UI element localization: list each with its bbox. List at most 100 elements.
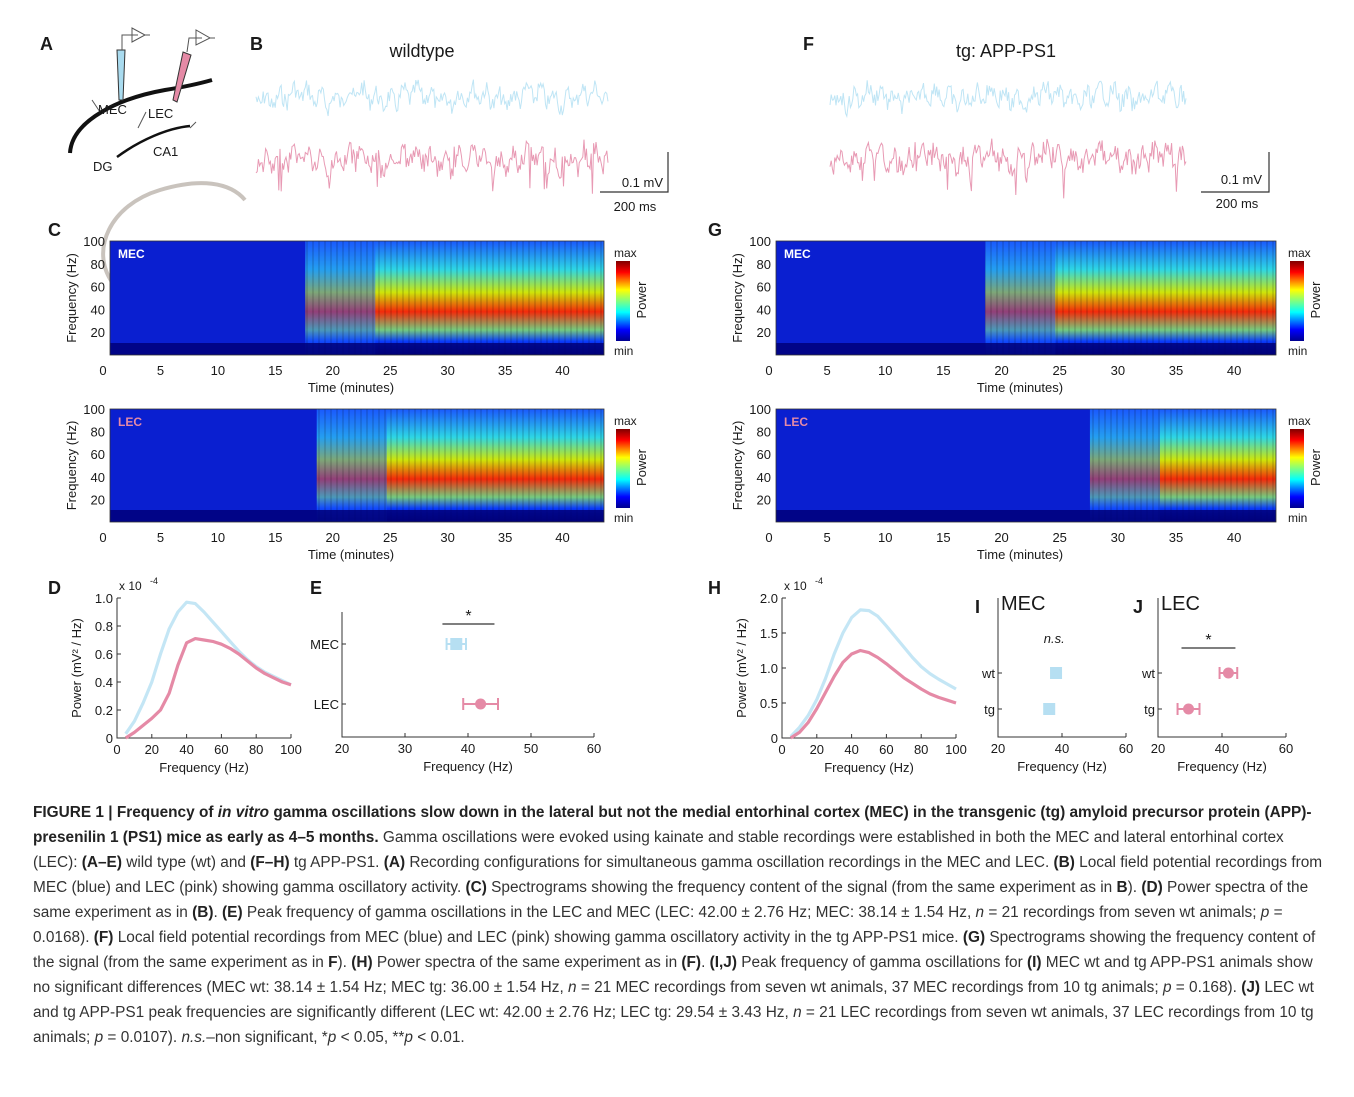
ytick-label: 0.4: [95, 675, 113, 690]
panel-label-f: F: [803, 34, 814, 54]
chart-title: LEC: [1161, 593, 1200, 615]
colorbar-power-label: Power: [1308, 448, 1323, 486]
colorbar-min-label: min: [1288, 344, 1307, 358]
spectrogram-xtick: 20: [994, 363, 1008, 378]
spectrogram-region-label: LEC: [118, 415, 142, 429]
category-label: wt: [1141, 666, 1155, 681]
trace-wt-lec: [255, 139, 609, 194]
caption-ref: (D): [1141, 879, 1163, 896]
caption-text: Recording configurations for simultaneou…: [405, 854, 1054, 871]
spectrogram-xtick: 10: [211, 530, 225, 545]
caption-ref: (I,J): [709, 954, 737, 971]
caption-text: Gamma oscillations were evoked using kai…: [33, 829, 1284, 871]
category-label: wt: [981, 666, 995, 681]
xtick-label: 20: [810, 742, 824, 757]
caption-italic: n: [568, 979, 577, 996]
xtick-label: 60: [1279, 741, 1293, 756]
panel-label-g: G: [708, 220, 722, 240]
spectrogram-ylabel: Frequency (Hz): [730, 253, 745, 343]
spectrogram-xtick: 15: [268, 530, 282, 545]
axis: [116, 598, 291, 739]
spectrogram-region-label: MEC: [784, 247, 811, 261]
xtick-label: 60: [587, 741, 601, 756]
colorbar-min-label: min: [1288, 511, 1307, 525]
spectrogram-texture: [1089, 409, 1276, 522]
spectrogram-ytick: 40: [91, 470, 105, 485]
spectrogram-xlabel: Time (minutes): [977, 380, 1063, 395]
spectrogram-region-label: LEC: [784, 415, 808, 429]
exponent-power: -4: [815, 576, 823, 586]
xlabel: Frequency (Hz): [1017, 759, 1107, 774]
caption-ref: (A): [383, 854, 406, 871]
data-point-tg: [1183, 703, 1195, 715]
ytick-label: 1.5: [760, 626, 778, 641]
spectrogram-xtick: 20: [994, 530, 1008, 545]
spectrogram-xtick: 5: [157, 530, 164, 545]
xtick-label: 60: [879, 742, 893, 757]
panel-label-c: C: [48, 220, 61, 240]
spectrogram-ytick: 100: [749, 402, 771, 417]
xtick-label: 20: [335, 741, 349, 756]
caption-text: Local field potential recordings from ME…: [113, 929, 963, 946]
spectrogram-ytick: 20: [757, 492, 771, 507]
ytick-label: 0.8: [95, 619, 113, 634]
colorbar: [616, 429, 630, 508]
ylabel: Power (mV² / Hz): [69, 618, 84, 718]
spectrogram-xtick: 35: [498, 363, 512, 378]
spectrogram-ytick: 80: [91, 257, 105, 272]
data-point-wt: [1050, 667, 1063, 679]
xtick-label: 60: [214, 742, 228, 757]
caption-text: ).: [337, 954, 352, 971]
caption-ref: (F): [681, 954, 702, 971]
caption-ref: B: [1116, 879, 1128, 896]
amplifier-icon: [121, 27, 150, 50]
spectrogram-xtick: 0: [99, 363, 106, 378]
caption-text: < 0.05, **: [336, 1029, 405, 1046]
spectrogram-xtick: 30: [1111, 363, 1125, 378]
colorbar: [616, 261, 630, 341]
caption-ref: (C): [465, 879, 487, 896]
mec-electrode: [116, 49, 126, 101]
scalebar-wt: [600, 152, 669, 193]
colorbar-max-label: max: [614, 246, 637, 260]
spectrogram-low-band: [776, 343, 1276, 355]
xtick-label: 100: [280, 742, 302, 757]
figure-1: A B F C G D E H I J MEC LEC DG CA1 wildtype tg: APP-PS1…: [40, 27, 1323, 775]
caption-text: LEC wt and tg APP-PS1 peak frequencies a…: [33, 979, 1314, 1021]
spectrogram-xtick: 0: [99, 530, 106, 545]
spectrogram-ytick: 60: [91, 447, 105, 462]
caption-text: ).: [1127, 879, 1142, 896]
spectrogram-xtick: 30: [1111, 530, 1125, 545]
colorbar-power-label: Power: [634, 448, 649, 486]
significance-marker: n.s.: [1044, 631, 1065, 646]
scale-voltage-wt: 0.1 mV: [622, 175, 664, 190]
spectrogram-xtick: 10: [878, 363, 892, 378]
spectrogram-texture: [316, 409, 604, 522]
spectrogram-xtick: 5: [824, 363, 831, 378]
caption-italic: n.s.: [181, 1029, 207, 1046]
spectrogram-xtick: 10: [211, 363, 225, 378]
spectrogram-ytick: 40: [757, 302, 771, 317]
spectrogram-frame: [109, 408, 605, 523]
spectrogram-xtick: 40: [1227, 530, 1241, 545]
caption-ref: (A–E): [81, 854, 122, 871]
spectrogram-ytick: 100: [83, 402, 105, 417]
caption-ref: (G): [962, 929, 986, 946]
spectrogram-frame: [775, 240, 1277, 356]
spectrogram-xtick: 40: [1227, 363, 1241, 378]
scale-time-wt: 200 ms: [614, 199, 657, 214]
spectrogram-ytick: 40: [91, 302, 105, 317]
xtick-label: 40: [1055, 741, 1069, 756]
spectrogram-ytick: 80: [91, 425, 105, 440]
ytick-label: 0.6: [95, 647, 113, 662]
ytick-label: 0.2: [95, 703, 113, 718]
data-point-mec: [450, 638, 463, 650]
caption-text: = 0.168).: [1171, 979, 1242, 996]
spectrogram-low-band: [110, 343, 604, 355]
spectrogram-xtick: 35: [1169, 363, 1183, 378]
caption-ref: (H): [351, 954, 373, 971]
spectrogram-ytick: 40: [757, 470, 771, 485]
spectrogram-ylabel: Frequency (Hz): [64, 253, 79, 343]
caption-ref: (B): [192, 904, 214, 921]
series-line-lec: [124, 637, 292, 740]
